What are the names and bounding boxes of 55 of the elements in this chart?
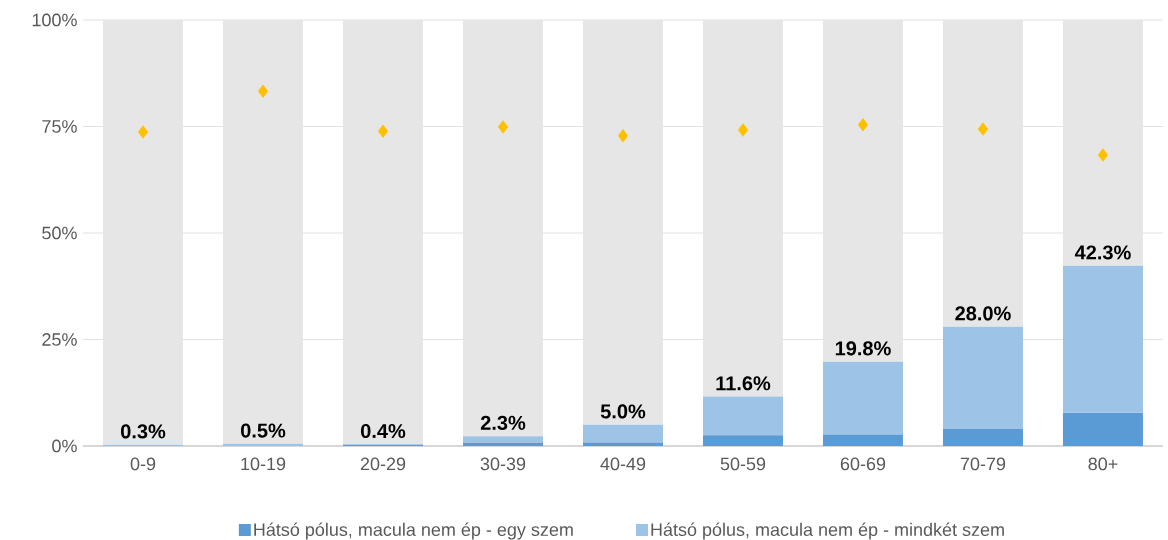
bar — [223, 443, 303, 446]
x-tick-label: 80+ — [1088, 457, 1118, 471]
annotation: 5.0% — [600, 404, 646, 419]
bar — [462, 19, 543, 437]
bar — [1062, 412, 1143, 446]
point — [497, 120, 509, 134]
bar — [702, 19, 783, 397]
y-tick-label: 25% — [42, 333, 77, 346]
bar — [223, 19, 303, 444]
annotation: 28.0% — [955, 306, 1011, 321]
point — [737, 123, 749, 137]
bar — [582, 424, 663, 443]
annotation: 0.3% — [121, 424, 166, 439]
point — [857, 118, 869, 132]
x-tick-label: 70-79 — [960, 457, 1006, 471]
annotation: 19.8% — [835, 341, 891, 356]
point — [377, 124, 389, 138]
point — [137, 125, 149, 139]
bar — [582, 19, 663, 425]
bar — [702, 396, 783, 436]
bar — [942, 428, 1023, 446]
bar — [822, 19, 903, 362]
x-tick-label: 40-49 — [600, 457, 646, 471]
bar — [103, 19, 184, 445]
bar — [462, 443, 543, 446]
legend-label: Hátsó pólus, macula nem ép - mindkét szem — [651, 522, 1004, 540]
annotation: 2.3% — [480, 415, 526, 430]
annotation: 11.6% — [716, 376, 771, 391]
point — [617, 129, 629, 143]
x-tick-label: 50-59 — [720, 457, 766, 471]
bar — [822, 434, 903, 446]
bar — [942, 19, 1023, 327]
x-tick-label: 0-9 — [130, 457, 156, 471]
y-tick-label: 75% — [42, 120, 77, 133]
legend-label: Hátsó pólus, macula nem ép - egy szem — [254, 522, 573, 540]
y-tick-label: 100% — [32, 13, 77, 27]
x-tick-label: 60-69 — [840, 457, 886, 471]
bar — [343, 19, 423, 445]
x-tick-label: 10-19 — [241, 457, 286, 471]
annotation: 0.4% — [360, 423, 406, 439]
point — [977, 122, 989, 136]
bar — [822, 361, 903, 435]
bar — [1062, 19, 1143, 266]
annotation: 42.3% — [1074, 245, 1131, 260]
bar — [462, 436, 543, 443]
x-tick-label: 20-29 — [360, 457, 406, 471]
bar — [942, 326, 1023, 429]
bar — [702, 435, 783, 446]
annotation: 0.5% — [240, 423, 286, 438]
point — [257, 84, 269, 98]
x-tick-label: 30-39 — [480, 457, 526, 471]
y-tick-label: 50% — [42, 226, 77, 240]
y-tick-label: 0% — [52, 439, 77, 453]
bar — [1062, 265, 1143, 413]
point — [1097, 148, 1109, 162]
